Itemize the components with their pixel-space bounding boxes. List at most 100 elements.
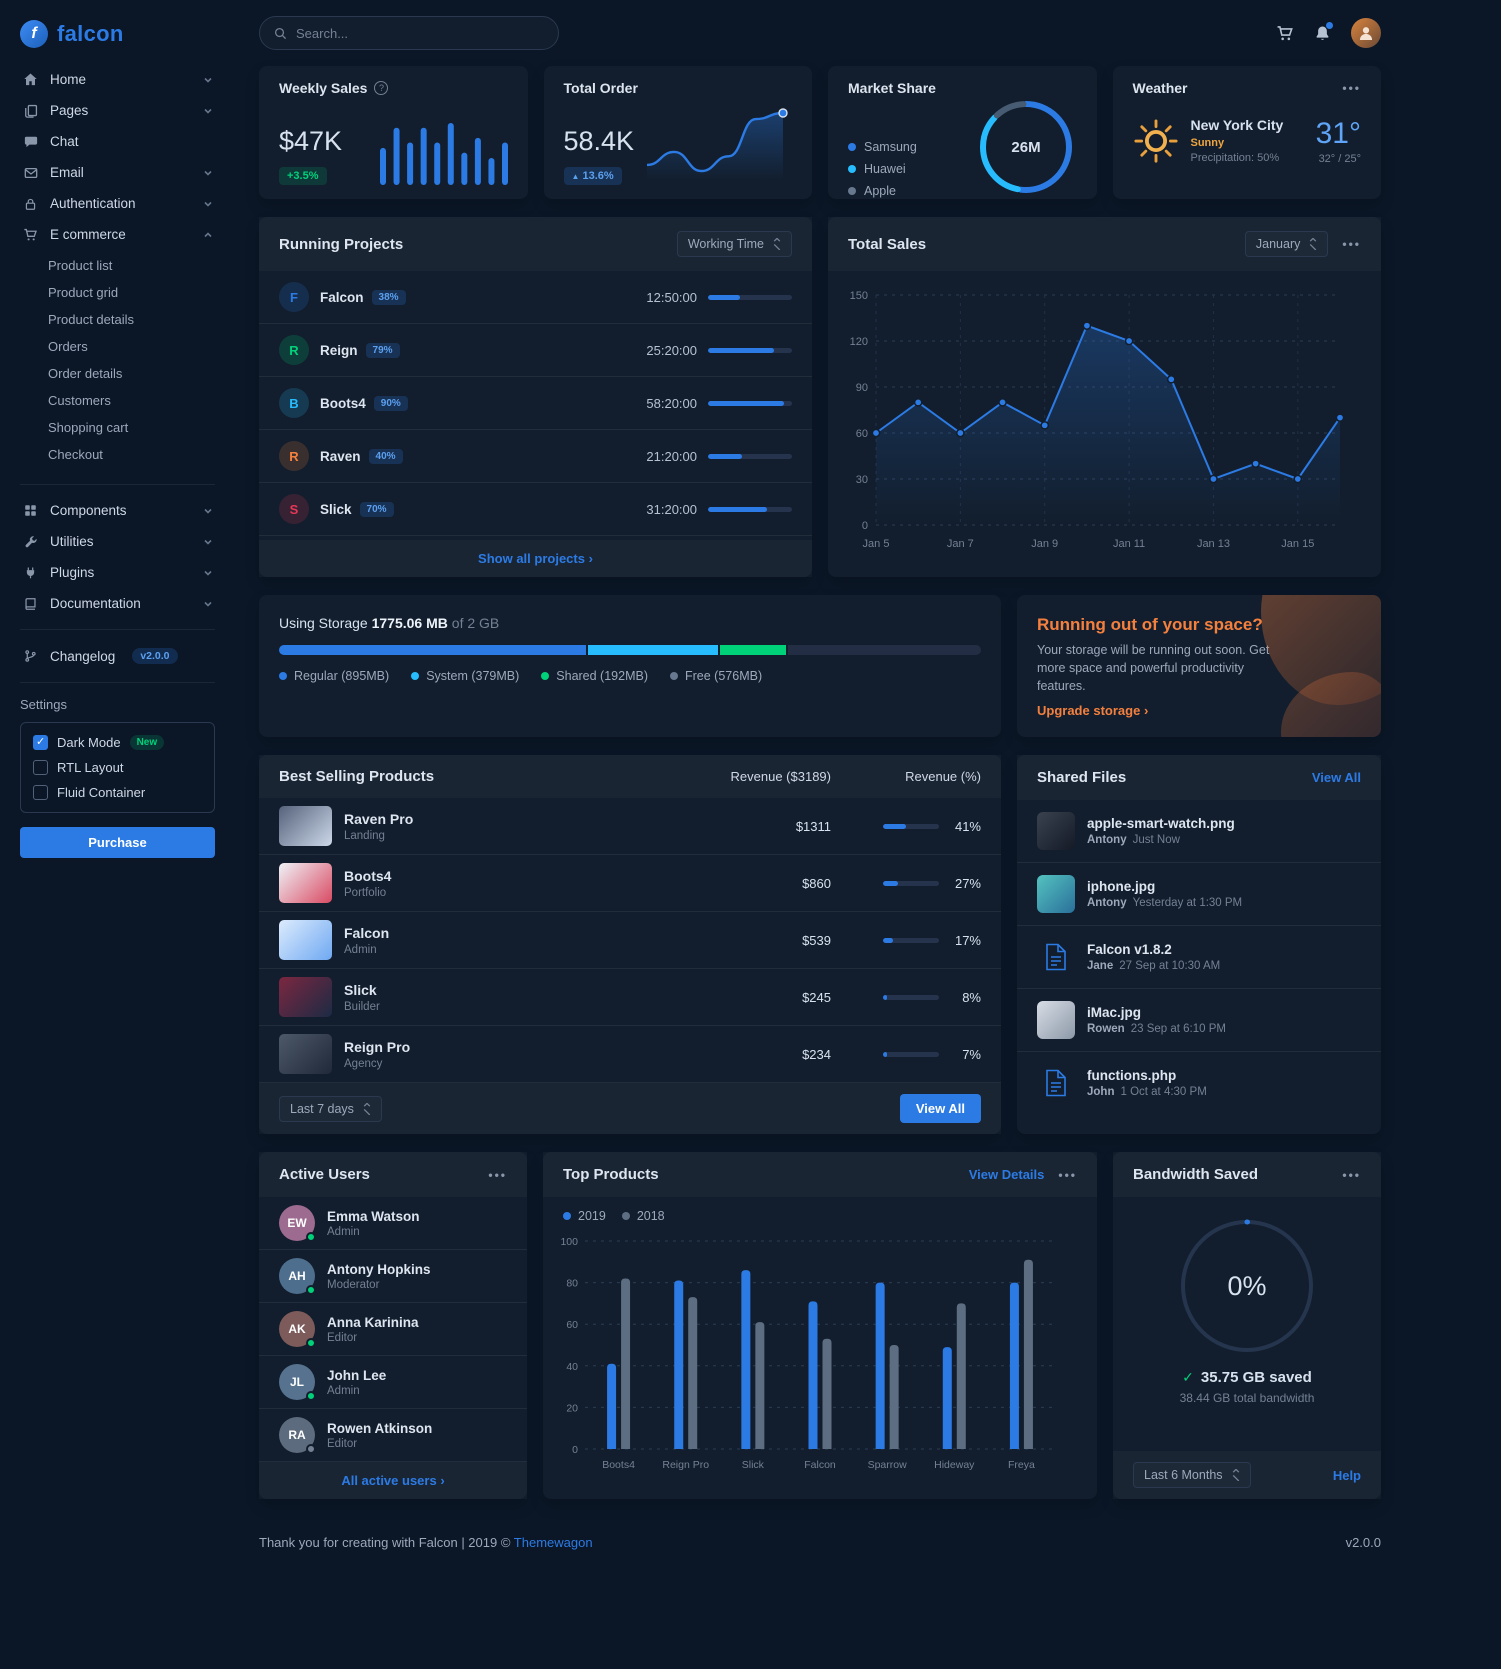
sidebar-item-changelog[interactable]: Changelog v2.0.0 <box>20 640 215 672</box>
brand[interactable]: f falcon <box>20 12 215 64</box>
setting-dark-mode[interactable]: Dark Mode New <box>33 735 202 750</box>
sidebar-item-documentation[interactable]: Documentation <box>20 588 215 619</box>
view-all-button[interactable]: View All <box>899 1094 981 1123</box>
file-row-iphone-jpg[interactable]: iphone.jpg Antony Yesterday at 1:30 PM <box>1017 863 1381 926</box>
shared-files-view-all-link[interactable]: View All <box>1311 770 1361 785</box>
weather-precipitation: Precipitation: 50% <box>1190 152 1280 164</box>
sidebar-item-pages[interactable]: Pages <box>20 95 215 126</box>
search-input[interactable] <box>296 25 544 41</box>
dots-menu-icon[interactable]: ••• <box>1342 1167 1361 1182</box>
sidebar-item-authentication[interactable]: Authentication <box>20 188 215 219</box>
project-row-boots4[interactable]: B Boots4 90% 58:20:00 <box>259 377 812 430</box>
file-row-imac-jpg[interactable]: iMac.jpg Rowen 23 Sep at 6:10 PM <box>1017 989 1381 1052</box>
help-icon[interactable]: ? <box>374 81 389 95</box>
market-share-title: Market Share <box>848 80 936 96</box>
file-time: 1 Oct at 4:30 PM <box>1120 1086 1207 1098</box>
checkbox-rtl-layout[interactable] <box>33 760 48 775</box>
sidebar-item-chat[interactable]: Chat <box>20 126 215 157</box>
user-row-antony-hopkins[interactable]: AH Antony Hopkins Moderator <box>259 1250 527 1303</box>
top-products-title: Top Products <box>563 1166 659 1183</box>
user-row-john-lee[interactable]: JL John Lee Admin <box>259 1356 527 1409</box>
user-row-rowen-atkinson[interactable]: RA Rowen Atkinson Editor <box>259 1409 527 1462</box>
file-name: apple-smart-watch.png <box>1087 816 1235 831</box>
purchase-button[interactable]: Purchase <box>20 827 215 858</box>
project-row-slick[interactable]: S Slick 70% 31:20:00 <box>259 483 812 536</box>
upgrade-storage-link[interactable]: Upgrade storage › <box>1037 703 1149 719</box>
setting-rtl-layout[interactable]: RTL Layout <box>33 760 202 775</box>
changelog-label: Changelog <box>50 648 116 664</box>
project-row-raven[interactable]: R Raven 40% 21:20:00 <box>259 430 812 483</box>
file-row-apple-smart-watch-png[interactable]: apple-smart-watch.png Antony Just Now <box>1017 800 1381 863</box>
sidebar-subitem-product-list[interactable]: Product list <box>48 258 113 273</box>
product-row-raven-pro[interactable]: Raven Pro Landing $1311 41% <box>259 798 1001 855</box>
all-active-users-link[interactable]: All active users › <box>341 1473 445 1488</box>
checkbox-fluid-container[interactable] <box>33 785 48 800</box>
search-box[interactable] <box>259 16 559 50</box>
sidebar-subitem-checkout[interactable]: Checkout <box>48 447 103 462</box>
wrench-icon <box>22 535 39 549</box>
svg-text:20: 20 <box>566 1402 578 1414</box>
last-6-months-select[interactable]: Last 6 Months <box>1133 1462 1251 1488</box>
sidebar-subitem-product-grid[interactable]: Product grid <box>48 285 119 300</box>
help-link[interactable]: Help <box>1332 1467 1361 1483</box>
file-row-functions-php[interactable]: functions.php John 1 Oct at 4:30 PM <box>1017 1052 1381 1114</box>
product-cell: Raven Pro Landing <box>279 806 661 846</box>
dots-menu-icon[interactable]: ••• <box>488 1167 507 1182</box>
setting-fluid-container[interactable]: Fluid Container <box>33 785 202 800</box>
user-row-anna-karinina[interactable]: AK Anna Karinina Editor <box>259 1303 527 1356</box>
sidebar-item-utilities[interactable]: Utilities <box>20 526 215 557</box>
sidebar-subitem-product-details[interactable]: Product details <box>48 312 134 327</box>
project-time: 31:20:00 <box>646 501 697 517</box>
dots-menu-icon[interactable]: ••• <box>1342 237 1361 251</box>
updown-icon <box>1309 238 1317 250</box>
svg-text:Jan 7: Jan 7 <box>947 538 974 550</box>
dots-menu-icon[interactable]: ••• <box>1342 81 1361 95</box>
file-name: iMac.jpg <box>1087 1005 1142 1020</box>
new-badge: New <box>129 735 165 750</box>
month-select[interactable]: January <box>1244 231 1329 257</box>
sidebar-item-label: Authentication <box>50 196 136 211</box>
sidebar-subitem-order-details[interactable]: Order details <box>48 366 123 381</box>
file-icon <box>1037 938 1075 976</box>
sidebar-subitem-customers[interactable]: Customers <box>48 393 111 408</box>
sidebar-subitem-orders[interactable]: Orders <box>48 339 88 354</box>
dots-menu-icon[interactable]: ••• <box>1058 1167 1077 1182</box>
project-row-falcon[interactable]: F Falcon 38% 12:50:00 <box>259 271 812 324</box>
sidebar-item-home[interactable]: Home <box>20 64 215 95</box>
updown-icon <box>1232 1469 1240 1481</box>
sidebar-item-components[interactable]: Components <box>20 495 215 526</box>
sidebar-item-plugins[interactable]: Plugins <box>20 557 215 588</box>
file-user: Antony <box>1087 897 1127 909</box>
product-row-slick[interactable]: Slick Builder $245 8% <box>259 969 1001 1026</box>
sidebar-subitem-shopping-cart[interactable]: Shopping cart <box>48 420 129 435</box>
file-row-falcon-v1-8-2[interactable]: Falcon v1.8.2 Jane 27 Sep at 10:30 AM <box>1017 926 1381 989</box>
last-7-days-select[interactable]: Last 7 days <box>279 1095 382 1122</box>
file-meta: apple-smart-watch.png Antony Just Now <box>1087 816 1235 846</box>
product-percent: 8% <box>962 989 981 1005</box>
sidebar-item-label: E commerce <box>50 227 126 242</box>
product-row-falcon[interactable]: Falcon Admin $539 17% <box>259 912 1001 969</box>
svg-text:Freya: Freya <box>1008 1459 1035 1471</box>
status-dot <box>306 1338 316 1348</box>
product-name: Falcon <box>344 924 390 941</box>
user-meta: Antony Hopkins Moderator <box>327 1262 431 1291</box>
total-sales-title: Total Sales <box>848 235 927 253</box>
product-row-reign-pro[interactable]: Reign Pro Agency $234 7% <box>259 1026 1001 1083</box>
shopping-cart-icon[interactable] <box>1276 25 1294 42</box>
svg-text:Sparrow: Sparrow <box>868 1459 908 1471</box>
sidebar-item-e-commerce[interactable]: E commerce <box>20 219 215 250</box>
user-row-emma-watson[interactable]: EW Emma Watson Admin <box>259 1197 527 1250</box>
bell-icon[interactable] <box>1314 21 1333 42</box>
checkbox-dark-mode[interactable] <box>33 735 48 750</box>
view-details-link[interactable]: View Details <box>968 1167 1045 1182</box>
sidebar-item-email[interactable]: Email <box>20 157 215 188</box>
product-name: Boots4 <box>344 867 392 884</box>
avatar[interactable] <box>1351 18 1381 48</box>
working-time-select[interactable]: Working Time <box>676 231 792 257</box>
themewagon-link[interactable]: Themewagon <box>513 1535 593 1550</box>
product-row-boots4[interactable]: Boots4 Portfolio $860 27% <box>259 855 1001 912</box>
project-row-reign[interactable]: R Reign 79% 25:20:00 <box>259 324 812 377</box>
product-thumbnail <box>279 806 332 846</box>
show-all-projects-link[interactable]: Show all projects › <box>478 551 593 566</box>
bandwidth-saved: ✓ 35.75 GB saved <box>1182 1369 1312 1386</box>
